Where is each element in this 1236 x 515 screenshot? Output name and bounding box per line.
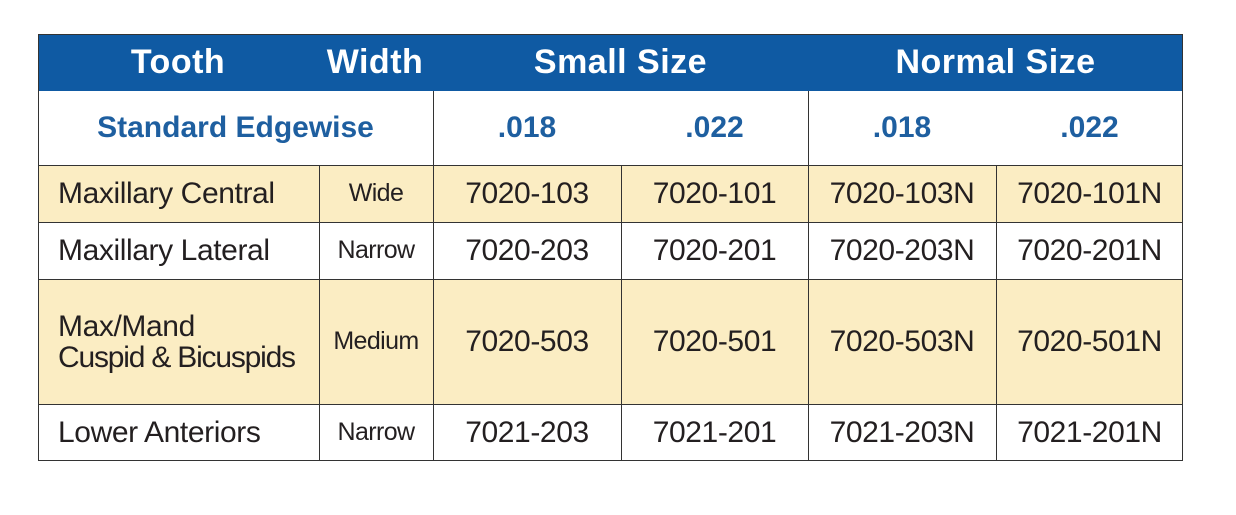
- subheader-small-018: .018: [433, 91, 621, 165]
- row-tooth-name: Lower Anteriors: [38, 404, 319, 461]
- row-small-018: 7020-503: [433, 279, 621, 404]
- row-normal-022: 7021-201N: [996, 404, 1183, 461]
- row-width: Medium: [319, 279, 433, 404]
- grid-line: [433, 91, 434, 461]
- row-small-022: 7021-201: [621, 404, 808, 461]
- grid-line: [38, 404, 1183, 405]
- grid-line: [319, 165, 320, 461]
- grid-line: [38, 165, 1183, 166]
- row-small-018: 7021-203: [433, 404, 621, 461]
- grid-line: [996, 165, 997, 461]
- row-tooth-name: Maxillary Lateral: [38, 222, 319, 279]
- subheader-category: Standard Edgewise: [38, 91, 433, 165]
- row-width: Narrow: [319, 222, 433, 279]
- row-normal-018: 7020-503N: [808, 279, 996, 404]
- subheader-normal-018: .018: [808, 91, 996, 165]
- row-width: Narrow: [319, 404, 433, 461]
- row-width: Wide: [319, 165, 433, 222]
- bracket-table: Tooth Width Small Size Normal Size Stand…: [38, 34, 1183, 461]
- header-row-bg: [38, 34, 1183, 91]
- row-small-022: 7020-101: [621, 165, 808, 222]
- row-small-022: 7020-201: [621, 222, 808, 279]
- row-tooth-name: Maxillary Central: [38, 165, 319, 222]
- row-small-022: 7020-501: [621, 279, 808, 404]
- header-small-size: Small Size: [533, 43, 708, 81]
- grid-line: [38, 222, 1183, 223]
- header-tooth: Tooth: [130, 43, 226, 81]
- grid-line: [808, 91, 809, 461]
- row-normal-018: 7020-203N: [808, 222, 996, 279]
- row-tooth-name: Max/Mand Cuspid & Bicuspids: [38, 279, 319, 404]
- row-small-018: 7020-103: [433, 165, 621, 222]
- row-normal-022: 7020-201N: [996, 222, 1183, 279]
- grid-line: [38, 279, 1183, 280]
- row-tooth-name-line1: Max/Mand: [58, 309, 195, 343]
- subheader-small-022: .022: [621, 91, 808, 165]
- row-normal-022: 7020-101N: [996, 165, 1183, 222]
- row-normal-018: 7020-103N: [808, 165, 996, 222]
- row-tooth-name-line2: Cuspid & Bicuspids: [58, 340, 296, 374]
- header-normal-size: Normal Size: [895, 43, 1096, 81]
- row-small-018: 7020-203: [433, 222, 621, 279]
- row-normal-018: 7021-203N: [808, 404, 996, 461]
- subheader-normal-022: .022: [996, 91, 1183, 165]
- header-width: Width: [326, 43, 424, 81]
- grid-line: [621, 165, 622, 461]
- row-normal-022: 7020-501N: [996, 279, 1183, 404]
